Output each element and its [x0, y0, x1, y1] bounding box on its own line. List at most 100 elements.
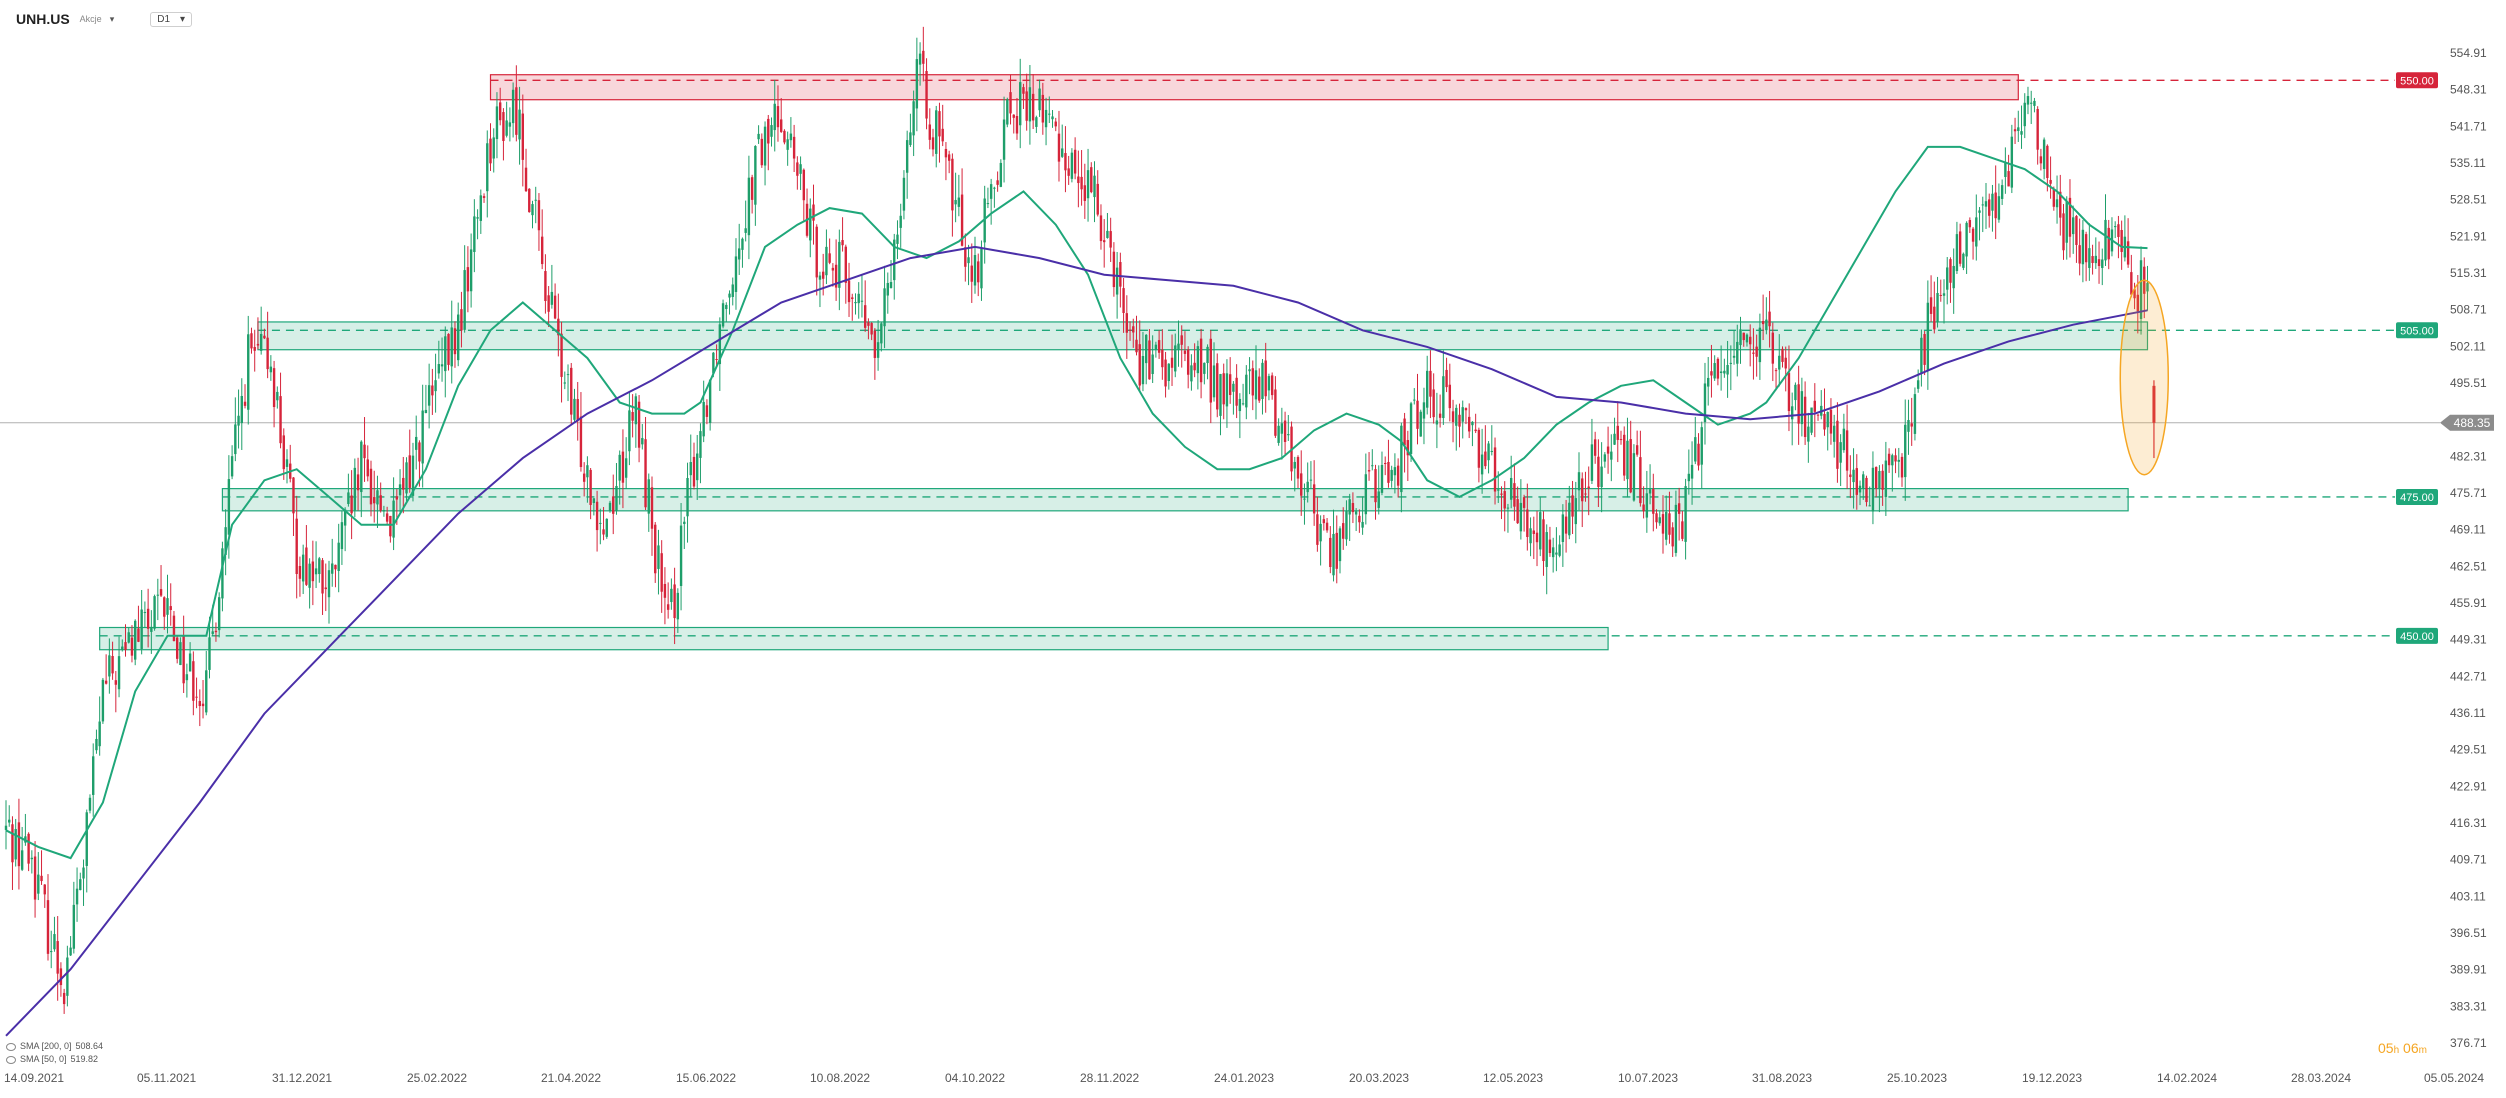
candle-body [2033, 100, 2036, 106]
y-tick-label: 521.91 [2450, 229, 2487, 243]
y-tick-label: 449.31 [2450, 633, 2487, 647]
candle-body [2055, 199, 2059, 208]
candle-body [1584, 493, 1587, 495]
candle-body [654, 524, 657, 574]
candle-body [628, 410, 631, 452]
candle-body [427, 385, 431, 406]
candle-body [305, 547, 308, 585]
candle-body [175, 637, 179, 659]
candle-body [938, 111, 941, 137]
candle-body [1274, 389, 1277, 436]
candle-body [1774, 370, 1778, 372]
x-tick-label: 25.02.2022 [407, 1071, 467, 1085]
candle-body [1955, 234, 1959, 272]
candle-body [314, 568, 318, 575]
candle-body [356, 474, 360, 491]
eye-icon[interactable] [6, 1042, 16, 1051]
candle-body [773, 103, 776, 131]
candle-body [780, 119, 783, 132]
candle-body [14, 829, 17, 860]
candle-body [1768, 311, 1771, 327]
candle-body [347, 492, 350, 505]
candle-body [1590, 444, 1594, 481]
candle-body [437, 364, 441, 374]
candle-body [702, 401, 705, 437]
candle-body [1568, 502, 1571, 536]
candle-body [2049, 179, 2052, 184]
candle-body [1251, 368, 1254, 396]
candle-body [1784, 357, 1787, 369]
candle-body [498, 102, 502, 121]
zone-support-3 [99, 626, 1609, 651]
candle-body [1070, 152, 1074, 179]
candle-body [1196, 346, 1200, 374]
candle-body [2146, 282, 2149, 292]
candle-body [2097, 259, 2101, 267]
candle-body [101, 679, 105, 722]
candle-body [1109, 231, 1112, 248]
candle-body [1093, 175, 1096, 198]
candle-body [140, 609, 143, 649]
x-tick-label: 10.08.2022 [810, 1071, 870, 1085]
candle-body [1083, 185, 1087, 201]
candle-body [1461, 407, 1464, 422]
candle-body [1500, 493, 1503, 495]
candle-body [650, 487, 654, 529]
candle-body [1897, 459, 1900, 462]
candle-body [1703, 383, 1707, 423]
candle-body [69, 947, 72, 956]
candle-body [1855, 468, 1858, 495]
symbol-dropdown-icon[interactable]: ▾ [109, 13, 115, 24]
symbol-label[interactable]: UNH.US [16, 11, 70, 27]
candle-body [734, 256, 738, 292]
candle-body [311, 561, 315, 582]
candle-body [17, 822, 21, 867]
candle-body [1668, 513, 1671, 535]
candle-body [1710, 371, 1713, 376]
candle-body [1548, 539, 1552, 554]
candle-body [821, 271, 825, 279]
candle-body [1009, 92, 1012, 114]
candle-body [1975, 217, 1978, 247]
candle-body [1419, 411, 1422, 437]
candle-body [1739, 329, 1742, 346]
candle-body [211, 631, 214, 634]
candle-body [2126, 241, 2130, 265]
candle-body [1442, 376, 1445, 419]
interval-select[interactable]: D1 ▾ [150, 11, 193, 27]
candle-body [37, 874, 40, 894]
candle-body [1781, 348, 1784, 362]
candle-body [1884, 460, 1888, 498]
candle-body [408, 455, 411, 488]
legend-sma200[interactable]: SMA [200, 0] 508.64 [6, 1040, 103, 1053]
candle-body [1913, 394, 1917, 434]
indicator-legend: SMA [200, 0] 508.64 SMA [50, 0] 519.82 [6, 1040, 103, 1066]
candle-body [889, 282, 893, 288]
candle-body [715, 359, 718, 361]
candle-body [912, 101, 915, 136]
candle-body [1797, 384, 1800, 424]
candle-body [1800, 391, 1804, 425]
legend-sma50[interactable]: SMA [50, 0] 519.82 [6, 1053, 103, 1066]
candle-body [205, 670, 208, 713]
chart-toolbar: UNH.US Akcje ▾ D1 ▾ [16, 8, 193, 30]
candle-body [560, 333, 563, 377]
candle-body [369, 468, 373, 505]
candle-body [243, 401, 247, 406]
eye-icon[interactable] [6, 1055, 16, 1064]
legend-sma200-label: SMA [200, 0] [20, 1041, 72, 1051]
candle-body [85, 812, 88, 866]
candle-body [1984, 201, 1988, 207]
candle-body [1190, 365, 1193, 382]
candle-body [747, 177, 751, 236]
candle-body [744, 228, 747, 233]
candle-body [1652, 488, 1655, 514]
candle-body [318, 558, 321, 575]
x-tick-label: 25.10.2023 [1887, 1071, 1947, 1085]
candle-body [944, 148, 948, 158]
candle-body [1451, 411, 1455, 422]
candle-body [1962, 253, 1965, 268]
candle-body [1574, 498, 1577, 525]
